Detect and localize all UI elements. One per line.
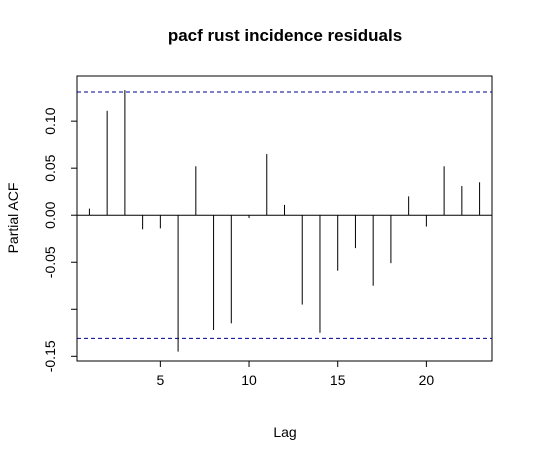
x-tick-label-10: 10 bbox=[241, 372, 257, 388]
y-tick-label-0.05: 0.05 bbox=[42, 154, 58, 181]
y-axis-label: Partial ACF bbox=[5, 183, 21, 254]
x-tick-label-15: 15 bbox=[330, 372, 346, 388]
chart-title: pacf rust incidence residuals bbox=[168, 26, 402, 45]
x-axis-label: Lag bbox=[273, 424, 296, 440]
y-tick-label-0.10: 0.10 bbox=[42, 107, 58, 134]
y-tick-label--0.05: -0.05 bbox=[42, 246, 58, 278]
y-tick-label--0.15: -0.15 bbox=[42, 340, 58, 372]
x-tick-label-5: 5 bbox=[156, 372, 164, 388]
x-tick-label-20: 20 bbox=[419, 372, 435, 388]
plot-frame bbox=[76, 75, 493, 362]
y-tick-label-0.00: 0.00 bbox=[42, 201, 58, 228]
plot-area: 5 10 15 20 -0.15 -0.05 0.00 0.05 0.10 bbox=[42, 75, 493, 388]
